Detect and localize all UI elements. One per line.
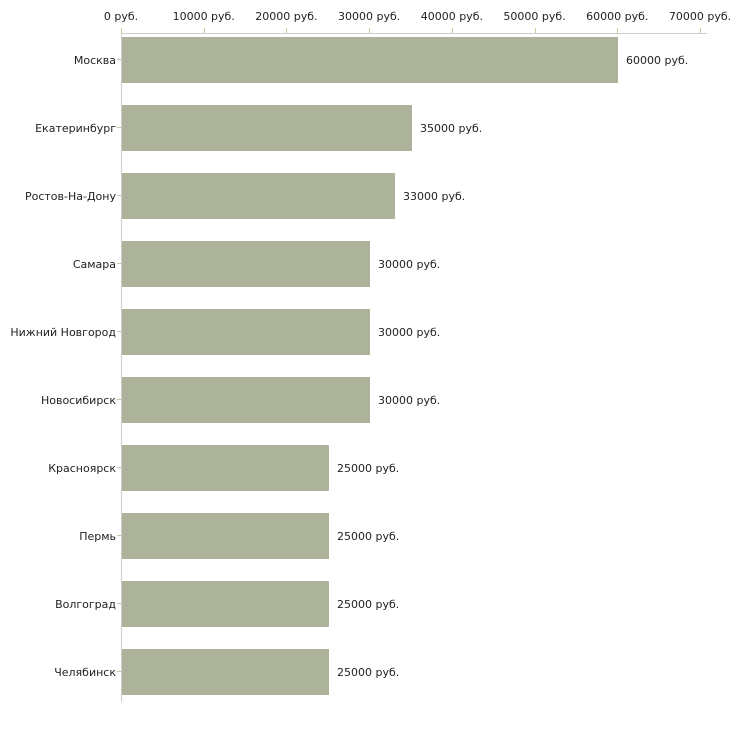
y-axis-tick-mark: [117, 59, 121, 60]
category-label: Нижний Новгород: [10, 325, 116, 339]
bar-row: Екатеринбург 35000 руб.: [0, 105, 730, 151]
value-label: 25000 руб.: [337, 665, 400, 679]
x-axis-tick-mark: [369, 28, 371, 33]
bar: [122, 173, 395, 219]
value-label: 30000 руб.: [378, 325, 441, 339]
x-axis-tick-label: 70000 руб.: [668, 10, 730, 23]
bar-row: Волгоград 25000 руб.: [0, 581, 730, 627]
x-axis-tick-mark: [700, 28, 701, 33]
value-label: 35000 руб.: [420, 121, 483, 135]
y-axis-tick-mark: [117, 195, 121, 196]
bar-row: Челябинск 25000 руб.: [0, 649, 730, 695]
category-label: Ростов-На-Дону: [24, 189, 116, 203]
y-axis-tick-mark: [117, 535, 121, 536]
x-axis-tick-mark: [286, 28, 288, 33]
value-label: 25000 руб.: [337, 461, 400, 475]
x-axis-tick-mark: [121, 28, 122, 33]
x-axis-line: [121, 33, 707, 34]
category-label: Красноярск: [48, 461, 116, 475]
bar: [122, 37, 618, 83]
value-label: 60000 руб.: [626, 53, 689, 67]
bar-row: Москва 60000 руб.: [0, 37, 730, 83]
value-label: 33000 руб.: [403, 189, 466, 203]
x-axis-tick-label: 30000 руб.: [338, 10, 401, 23]
y-axis-tick-mark: [117, 399, 121, 400]
category-label: Новосибирск: [40, 393, 116, 407]
category-label: Челябинск: [54, 665, 116, 679]
bar: [122, 513, 329, 559]
value-label: 25000 руб.: [337, 597, 400, 611]
bar-row: Нижний Новгород 30000 руб.: [0, 309, 730, 355]
category-label: Екатеринбург: [35, 121, 116, 135]
bar: [122, 581, 329, 627]
x-axis-tick-label: 40000 руб.: [420, 10, 483, 23]
x-axis-tick-mark: [203, 28, 205, 33]
bar-row: Пермь 25000 руб.: [0, 513, 730, 559]
y-axis-tick-mark: [117, 671, 121, 672]
category-label: Москва: [73, 53, 116, 67]
category-label: Самара: [72, 257, 116, 271]
x-axis-tick-label: 20000 руб.: [255, 10, 318, 23]
x-axis-tick-label: 10000 руб.: [172, 10, 235, 23]
bar-row: Самара 30000 руб.: [0, 241, 730, 287]
x-axis-tick-label: 0 руб.: [103, 10, 139, 23]
bar: [122, 105, 412, 151]
bar-row: Ростов-На-Дону 33000 руб.: [0, 173, 730, 219]
bar: [122, 377, 370, 423]
category-label: Пермь: [79, 529, 116, 543]
bar: [122, 649, 329, 695]
y-axis-tick-mark: [117, 331, 121, 332]
value-label: 30000 руб.: [378, 257, 441, 271]
y-axis-tick-mark: [117, 467, 121, 468]
x-axis-tick-label: 50000 руб.: [503, 10, 566, 23]
y-axis-tick-mark: [117, 263, 121, 264]
y-axis-tick-mark: [117, 603, 121, 604]
x-axis-tick-mark: [534, 28, 536, 33]
category-label: Волгоград: [55, 597, 116, 611]
bar: [122, 241, 370, 287]
y-axis-line: [121, 33, 122, 702]
x-axis-tick-mark: [617, 28, 619, 33]
bar: [122, 445, 329, 491]
bar: [122, 309, 370, 355]
x-axis-tick-mark: [451, 28, 453, 33]
x-axis-tick-label: 60000 руб.: [586, 10, 649, 23]
bar-row: Новосибирск 30000 руб.: [0, 377, 730, 423]
bar-row: Красноярск 25000 руб.: [0, 445, 730, 491]
value-label: 25000 руб.: [337, 529, 400, 543]
value-label: 30000 руб.: [378, 393, 441, 407]
y-axis-tick-mark: [117, 127, 121, 128]
